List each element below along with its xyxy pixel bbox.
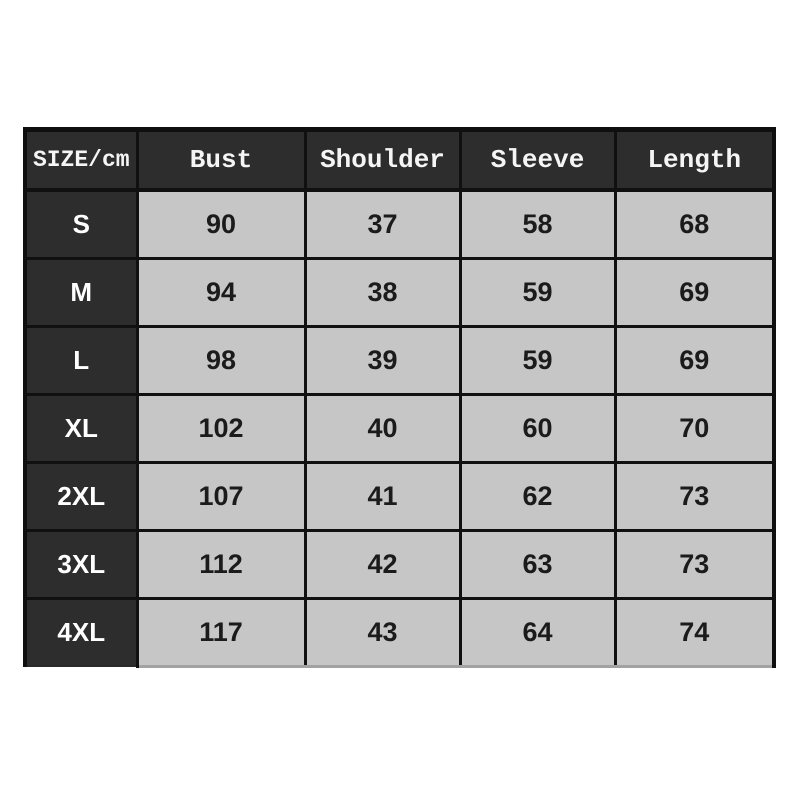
shoulder-value: 40	[303, 392, 462, 464]
shoulder-value: 39	[303, 324, 462, 396]
table-row-3xl: 3XL 112 42 63 73	[23, 528, 776, 600]
size-label: 2XL	[23, 460, 139, 532]
bust-value: 102	[135, 392, 307, 464]
bust-value: 90	[135, 188, 307, 260]
length-value: 73	[613, 460, 776, 532]
bust-value: 107	[135, 460, 307, 532]
sleeve-value: 62	[458, 460, 617, 532]
shoulder-value: 37	[303, 188, 462, 260]
size-label: 3XL	[23, 528, 139, 600]
size-chart-container: SIZE/cm Bust Shoulder Sleeve Length S 90…	[23, 127, 776, 668]
sleeve-value: 59	[458, 256, 617, 328]
bust-value: 112	[135, 528, 307, 600]
size-label: M	[23, 256, 139, 328]
table-row-2xl: 2XL 107 41 62 73	[23, 460, 776, 532]
header-cell-sleeve: Sleeve	[458, 128, 617, 192]
bust-value: 94	[135, 256, 307, 328]
length-value: 69	[613, 256, 776, 328]
size-label: 4XL	[23, 596, 139, 667]
sleeve-value: 60	[458, 392, 617, 464]
length-value: 70	[613, 392, 776, 464]
length-value: 69	[613, 324, 776, 396]
length-value: 74	[613, 596, 776, 668]
bust-value: 117	[135, 596, 307, 668]
header-cell-length: Length	[613, 128, 776, 192]
size-label: S	[23, 188, 139, 260]
bust-value: 98	[135, 324, 307, 396]
size-label: L	[23, 324, 139, 396]
length-value: 68	[613, 188, 776, 260]
shoulder-value: 42	[303, 528, 462, 600]
table-row-l: L 98 39 59 69	[23, 324, 776, 396]
table-row-m: M 94 38 59 69	[23, 256, 776, 328]
header-cell-size-unit: SIZE/cm	[23, 128, 139, 192]
sleeve-value: 59	[458, 324, 617, 396]
sleeve-value: 58	[458, 188, 617, 260]
header-cell-shoulder: Shoulder	[303, 128, 462, 192]
table-row-s: S 90 37 58 68	[23, 188, 776, 260]
table-row-xl: XL 102 40 60 70	[23, 392, 776, 464]
table-row-4xl: 4XL 117 43 64 74	[23, 596, 776, 668]
length-value: 73	[613, 528, 776, 600]
shoulder-value: 43	[303, 596, 462, 668]
shoulder-value: 41	[303, 460, 462, 532]
table-header-row: SIZE/cm Bust Shoulder Sleeve Length	[23, 128, 776, 192]
sleeve-value: 64	[458, 596, 617, 668]
size-label: XL	[23, 392, 139, 464]
shoulder-value: 38	[303, 256, 462, 328]
sleeve-value: 63	[458, 528, 617, 600]
size-chart-table: SIZE/cm Bust Shoulder Sleeve Length S 90…	[23, 127, 776, 668]
header-cell-bust: Bust	[135, 128, 307, 192]
